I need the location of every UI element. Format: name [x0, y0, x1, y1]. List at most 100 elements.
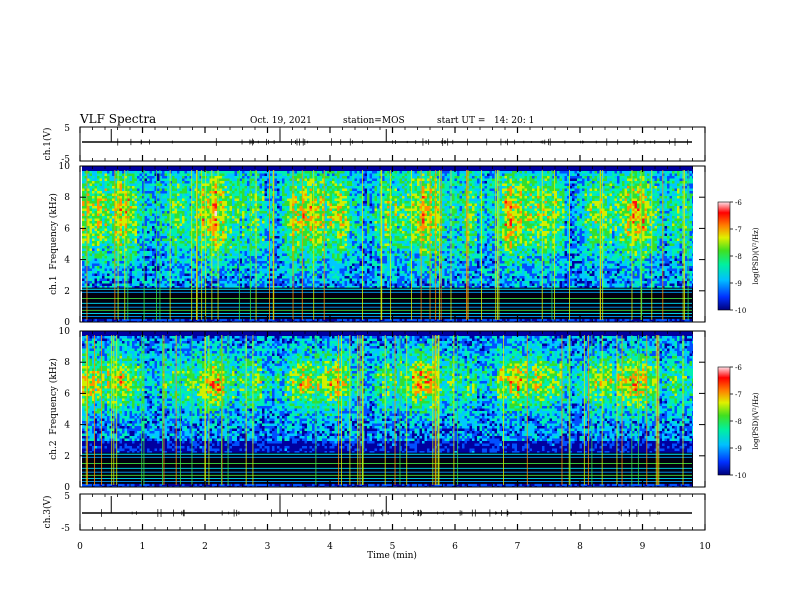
spectrogram-cell [194, 251, 198, 254]
spectrogram-cell [127, 273, 130, 277]
spectrogram-cell [219, 271, 223, 274]
spectrogram-cell [107, 276, 110, 279]
spectrogram-cell [264, 253, 268, 257]
spectrogram-cell [244, 181, 248, 184]
spectrogram-cell [224, 226, 228, 229]
spectrogram-cell [187, 283, 190, 287]
spectrogram-cell [147, 213, 150, 217]
spectrogram-cell [132, 246, 135, 249]
spectrogram-cell [169, 183, 173, 187]
spectrogram-cell [199, 263, 203, 267]
spectrogram-cell [157, 216, 160, 219]
spectrogram-cell [132, 233, 135, 237]
spectrogram-cell [189, 258, 193, 262]
spectrogram-cell [139, 186, 143, 189]
spectrogram-cell [154, 168, 158, 172]
spectrogram-cell [137, 226, 140, 229]
spectrogram-cell [219, 171, 223, 174]
spectrogram-cell [97, 233, 100, 237]
spectrogram-cell [149, 276, 153, 279]
spectrogram-cell [84, 278, 88, 282]
spectrogram-cell [99, 181, 103, 184]
spectrogram-cell [209, 216, 213, 219]
spectrogram-cell [149, 206, 153, 209]
spectrogram-cell [229, 181, 233, 184]
spectrogram-cell [264, 231, 268, 234]
spectrogram-cell [157, 193, 160, 197]
spectrogram-cell [127, 253, 130, 257]
spectrogram-cell [242, 228, 245, 232]
spectrogram-cell [179, 191, 183, 194]
spectrogram-cell [87, 168, 90, 172]
spectrogram-cell [244, 218, 248, 222]
spectrogram-cell [169, 208, 173, 212]
spectrogram-cell [259, 258, 263, 262]
spectrogram-cell [102, 173, 105, 177]
spectrogram-cell [129, 231, 133, 234]
spectrogram-cell [172, 208, 175, 212]
spectrogram-cell [84, 208, 88, 212]
spectrogram-cell [174, 283, 178, 287]
spectrogram-cell [119, 216, 123, 219]
spectrogram-cell [124, 258, 128, 262]
spectrogram-cell [144, 228, 148, 232]
spectrogram-cell [224, 228, 228, 232]
spectrogram-cell [197, 206, 200, 209]
spectrogram-cell [219, 273, 223, 277]
spectrogram-cell [234, 176, 238, 179]
spectrogram-cell [219, 168, 223, 172]
spectrogram-cell [202, 276, 205, 279]
spectrogram-cell [139, 188, 143, 192]
spectrogram-cell [172, 228, 175, 232]
spectrogram-cell [97, 246, 100, 249]
spectrogram-cell [224, 236, 228, 239]
spectrogram-cell [152, 181, 155, 184]
spectrogram-cell [252, 283, 255, 287]
spectrogram-cell [249, 261, 253, 264]
spectrogram-cell [102, 216, 105, 219]
spectrogram-cell [114, 181, 118, 184]
spectrogram-cell [82, 206, 85, 209]
spectrogram-cell [192, 251, 195, 254]
spectrogram-cell [244, 231, 248, 234]
spectrogram-cell [174, 253, 178, 257]
spectrogram-cell [139, 166, 143, 169]
spectrogram-cell [129, 286, 133, 289]
spectrogram-cell [172, 223, 175, 227]
spectrogram-cell [252, 176, 255, 179]
spectrogram-cell [239, 243, 243, 247]
spectrogram-cell [82, 226, 85, 229]
spectrogram-cell [112, 216, 115, 219]
spectrogram-cell [182, 168, 185, 172]
spectrogram-cell [194, 181, 198, 184]
spectrogram-cell [107, 181, 110, 184]
spectrogram-cell [129, 253, 133, 257]
spectrogram-cell [124, 261, 128, 264]
spectrogram-cell [189, 201, 193, 204]
spectrogram-cell [164, 168, 168, 172]
spectrogram-cell [202, 183, 205, 187]
spectrogram-cell [137, 266, 140, 269]
spectrogram-cell [94, 246, 98, 249]
spectrogram-cell [214, 191, 218, 194]
spectrogram-cell [194, 173, 198, 177]
spectrogram-cell [152, 226, 155, 229]
spectrogram-cell [179, 246, 183, 249]
spectrogram-cell [179, 236, 183, 239]
spectrogram-cell [109, 198, 113, 202]
spectrogram-cell [229, 281, 233, 284]
spectrogram-cell [189, 188, 193, 192]
spectrogram-cell [209, 211, 213, 214]
spectrogram-cell [89, 231, 93, 234]
spectrogram-cell [199, 171, 203, 174]
spectrogram-cell [124, 216, 128, 219]
spectrogram-cell [202, 256, 205, 259]
spectrogram-cell [137, 203, 140, 207]
spectrogram-cell [142, 211, 145, 214]
spectrogram-cell [157, 171, 160, 174]
spectrogram-cell [182, 176, 185, 179]
spectrogram-cell [239, 258, 243, 262]
spectrogram-cell [182, 231, 185, 234]
spectrogram-cell [242, 213, 245, 217]
spectrogram-cell [262, 256, 265, 259]
